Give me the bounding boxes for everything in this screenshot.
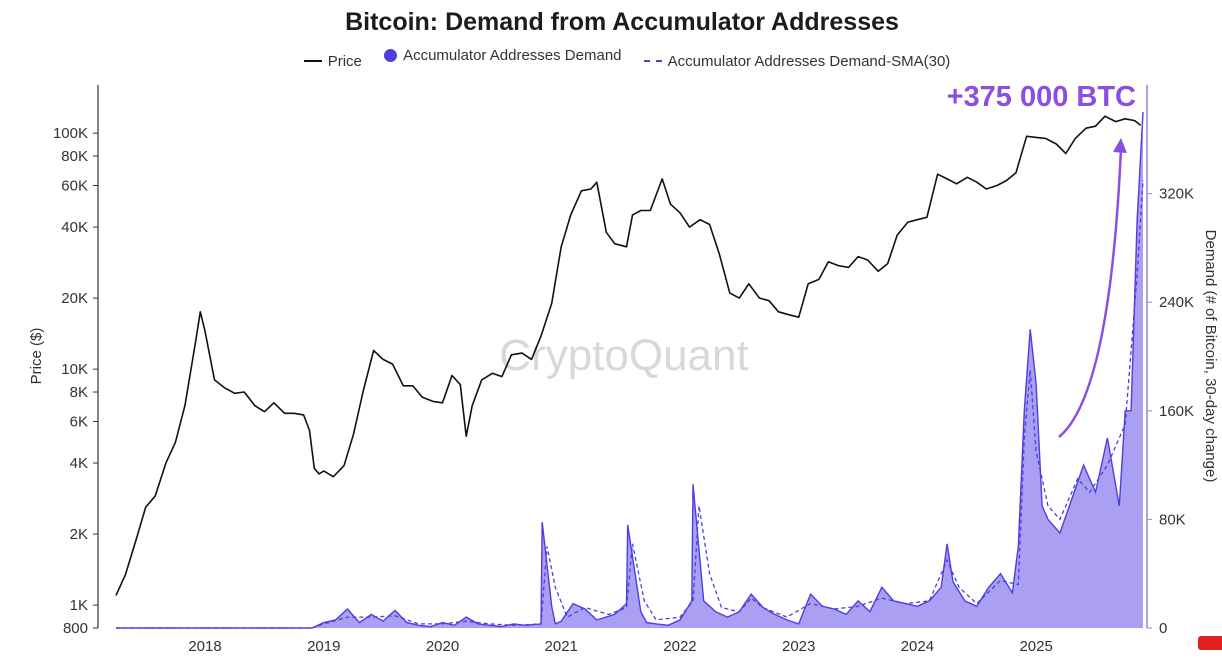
- x-tick-label: 2025: [1019, 638, 1052, 655]
- right-tick-label: 240K: [1159, 294, 1194, 311]
- legend-swatch-price: [303, 60, 322, 62]
- demand-line: [116, 112, 1144, 629]
- x-axis-ticks: 2018 2019 2020 2021 2022 2023 2024 2025: [188, 638, 1052, 655]
- legend-label-sma: Accumulator Addresses Demand-SMA(30): [667, 52, 951, 70]
- left-axis-ticks: 800 1K 2K 4K 6K 8K 10K 20K 40K 60K 80K 100K: [53, 125, 98, 637]
- annotation-arrow: [1058, 147, 1123, 438]
- x-tick-label: 2018: [188, 638, 221, 655]
- right-axis-title: Demand (# of Bitcoin, 30-day change): [1202, 230, 1219, 483]
- left-tick-label: 20K: [61, 290, 88, 307]
- x-tick-label: 2024: [901, 638, 934, 655]
- left-tick-label: 6K: [70, 414, 88, 431]
- legend-swatch-sma: [643, 60, 662, 62]
- annotation-label: +375 000 BTC: [947, 81, 1136, 113]
- subscribe-badge[interactable]: [1198, 636, 1222, 650]
- right-tick-label: 0: [1159, 620, 1167, 637]
- left-tick-label: 100K: [53, 125, 88, 142]
- x-tick-label: 2021: [545, 638, 578, 655]
- legend-item-price[interactable]: Price: [303, 52, 362, 70]
- x-tick-label: 2022: [663, 638, 696, 655]
- left-tick-label: 4K: [70, 455, 88, 472]
- legend: Price Accumulator Addresses Demand Accum…: [0, 47, 1222, 70]
- sma-line: [116, 179, 1144, 629]
- sma-series-layer: [116, 179, 1144, 629]
- left-tick-label: 80K: [61, 148, 88, 165]
- left-tick-label: 1K: [70, 597, 88, 614]
- left-tick-label: 2K: [70, 526, 88, 543]
- x-tick-label: 2023: [782, 638, 815, 655]
- legend-label-price: Price: [327, 52, 362, 70]
- legend-label-demand: Accumulator Addresses Demand: [403, 47, 622, 64]
- right-tick-label: 320K: [1159, 186, 1194, 203]
- annotation-layer: +375 000 BTC: [947, 81, 1136, 438]
- right-axis-ticks: 0 80K 160K 240K 320K: [1147, 186, 1194, 637]
- left-tick-label: 60K: [61, 178, 88, 195]
- price-line: [115, 115, 1142, 596]
- right-tick-label: 80K: [1159, 511, 1186, 528]
- demand-area: [116, 112, 1143, 629]
- right-tick-label: 160K: [1159, 403, 1194, 420]
- legend-item-demand[interactable]: Accumulator Addresses Demand: [384, 47, 622, 64]
- left-tick-label: 8K: [70, 384, 88, 401]
- watermark: CryptoQuant: [499, 331, 748, 380]
- left-tick-label: 10K: [61, 361, 88, 378]
- legend-item-sma[interactable]: Accumulator Addresses Demand-SMA(30): [643, 52, 951, 70]
- left-tick-label: 40K: [61, 219, 88, 236]
- left-axis-title: Price ($): [28, 328, 45, 385]
- x-tick-label: 2019: [307, 638, 340, 655]
- demand-series-layer: [116, 112, 1144, 629]
- annotation-arrowhead: [1113, 138, 1127, 153]
- x-tick-label: 2020: [426, 638, 459, 655]
- left-tick-label: 800: [63, 620, 88, 637]
- price-series-layer: [115, 115, 1142, 596]
- legend-swatch-demand: [384, 49, 398, 62]
- chart-title: Bitcoin: Demand from Accumulator Address…: [345, 8, 899, 36]
